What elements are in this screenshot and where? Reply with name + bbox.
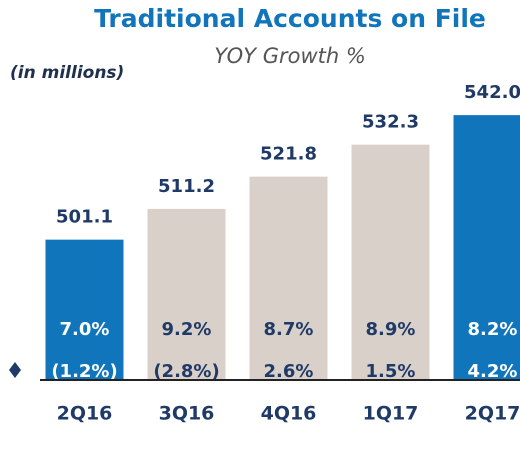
bar xyxy=(351,144,430,380)
growth-label: (2.8%) xyxy=(153,361,219,382)
growth-label: 8.7% xyxy=(264,319,314,340)
chart-title: Traditional Accounts on File xyxy=(94,4,486,33)
x-tick-label: 1Q17 xyxy=(363,403,419,425)
diamond-icon xyxy=(9,362,21,378)
value-label: 511.2 xyxy=(158,176,215,197)
bar xyxy=(249,176,328,380)
value-label: 532.3 xyxy=(362,112,419,133)
bar xyxy=(45,239,124,380)
x-tick-label: 3Q16 xyxy=(159,403,215,425)
value-label: 501.1 xyxy=(56,207,113,228)
growth-label: 7.0% xyxy=(60,319,110,340)
growth-label: 8.9% xyxy=(366,319,416,340)
unit-label: (in millions) xyxy=(10,63,124,83)
growth-label: (1.2%) xyxy=(51,361,117,382)
value-label: 542.0 xyxy=(464,82,520,103)
x-tick-label: 2Q16 xyxy=(57,403,113,425)
bar xyxy=(453,115,520,380)
growth-label: 4.2% xyxy=(468,361,518,382)
x-tick-label: 4Q16 xyxy=(261,403,317,425)
chart-subtitle: YOY Growth % xyxy=(214,44,366,68)
growth-label: 2.6% xyxy=(264,361,314,382)
growth-label: 1.5% xyxy=(366,361,416,382)
value-label: 521.8 xyxy=(260,144,317,165)
bar xyxy=(147,208,226,380)
growth-label: 9.2% xyxy=(162,319,212,340)
growth-label: 8.2% xyxy=(468,319,518,340)
x-tick-label: 2Q17 xyxy=(465,403,520,425)
